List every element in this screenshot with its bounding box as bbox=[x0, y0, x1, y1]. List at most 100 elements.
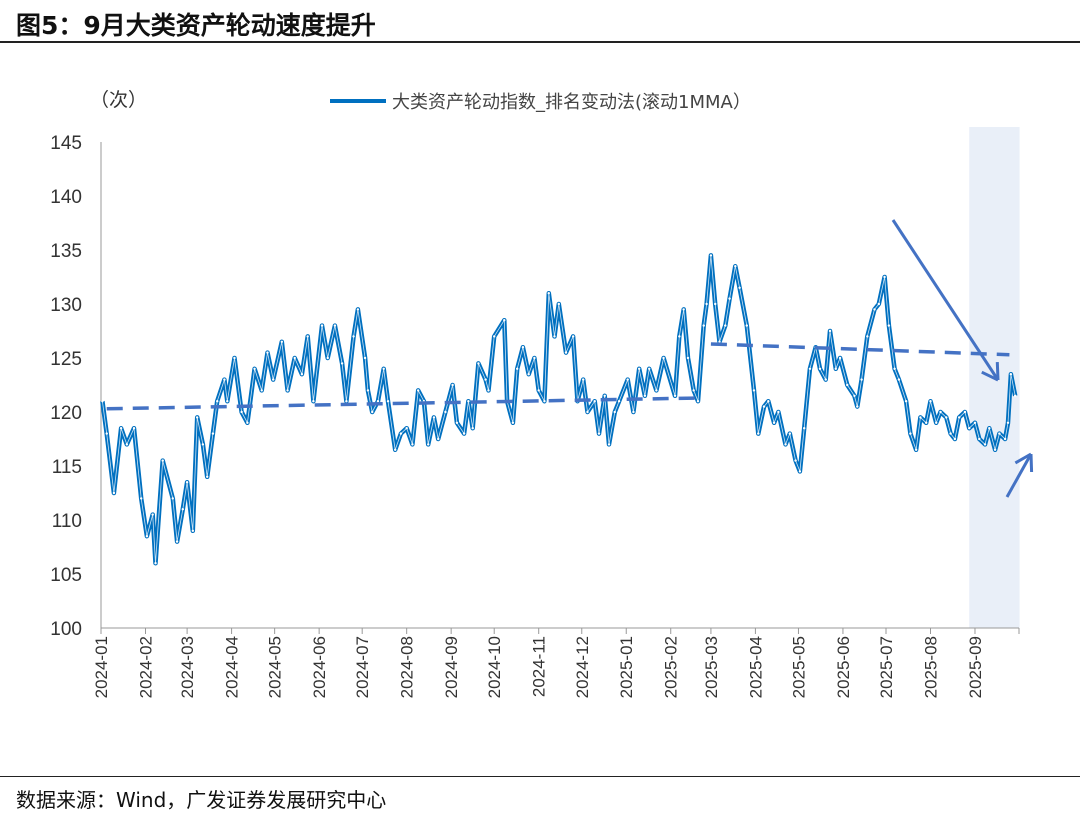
data-point bbox=[455, 421, 459, 424]
series-line bbox=[100, 253, 1018, 566]
data-point bbox=[171, 497, 174, 500]
data-point bbox=[405, 427, 408, 430]
data-point bbox=[312, 400, 315, 403]
data-point bbox=[371, 410, 374, 414]
source-note: 数据来源：Wind，广发证券发展研究中心 bbox=[16, 788, 387, 812]
data-point bbox=[1003, 437, 1007, 441]
data-point bbox=[593, 400, 596, 403]
data-point bbox=[444, 410, 447, 414]
data-point bbox=[988, 427, 991, 430]
x-tick-label: 2025-05 bbox=[789, 636, 808, 698]
data-point bbox=[909, 432, 912, 435]
data-point bbox=[119, 427, 123, 430]
x-tick-label: 2024-06 bbox=[310, 636, 329, 698]
data-point bbox=[897, 378, 901, 381]
data-point bbox=[734, 265, 737, 268]
y-tick-label: 140 bbox=[50, 187, 82, 208]
data-point bbox=[185, 481, 189, 484]
x-tick-label: 2024-11 bbox=[530, 636, 549, 697]
data-point bbox=[386, 400, 390, 403]
x-tick-label: 2024-01 bbox=[92, 636, 111, 698]
data-point bbox=[883, 275, 886, 279]
data-point bbox=[904, 400, 908, 403]
data-point bbox=[246, 421, 249, 424]
x-tick-label: 2025-08 bbox=[921, 636, 940, 698]
data-point bbox=[824, 378, 827, 381]
data-point bbox=[139, 497, 143, 500]
y-tick-label: 110 bbox=[52, 511, 82, 532]
x-tick-label: 2024-10 bbox=[485, 636, 504, 698]
x-tick-label: 2024-09 bbox=[442, 636, 461, 698]
data-point bbox=[692, 389, 695, 392]
data-point bbox=[411, 443, 414, 446]
up-arrow-head bbox=[1029, 453, 1034, 473]
data-point bbox=[352, 335, 355, 338]
legend-label: 大类资产轮动指数_排名变动法(滚动1MMA） bbox=[392, 92, 751, 113]
data-point bbox=[356, 308, 360, 311]
data-point bbox=[306, 335, 309, 338]
data-point bbox=[376, 400, 380, 403]
data-point bbox=[333, 324, 337, 327]
data-point bbox=[416, 389, 420, 392]
data-point bbox=[963, 410, 967, 414]
data-point bbox=[537, 389, 540, 392]
data-point bbox=[503, 319, 506, 322]
y-tick-label: 100 bbox=[50, 619, 82, 640]
data-point bbox=[757, 432, 760, 435]
data-point bbox=[682, 308, 685, 311]
data-point bbox=[853, 394, 856, 397]
data-point bbox=[617, 400, 621, 403]
data-point bbox=[828, 329, 832, 333]
data-point bbox=[767, 400, 770, 403]
data-point bbox=[626, 378, 629, 381]
data-point bbox=[838, 356, 842, 360]
data-point bbox=[945, 416, 948, 419]
data-point bbox=[914, 448, 918, 451]
data-point bbox=[935, 421, 938, 424]
data-point bbox=[382, 367, 385, 370]
data-point bbox=[226, 400, 229, 403]
data-point bbox=[818, 367, 822, 370]
data-point bbox=[521, 346, 525, 349]
data-point bbox=[223, 378, 226, 381]
data-point bbox=[637, 367, 641, 370]
data-point bbox=[686, 356, 690, 360]
data-point bbox=[286, 389, 289, 392]
data-point bbox=[978, 437, 981, 441]
data-point bbox=[724, 324, 727, 327]
data-point bbox=[195, 416, 199, 419]
data-point bbox=[846, 383, 849, 387]
data-point bbox=[662, 356, 665, 360]
data-point bbox=[877, 302, 881, 306]
data-point bbox=[714, 302, 717, 306]
data-point bbox=[201, 443, 205, 446]
trend-line bbox=[710, 342, 1010, 357]
data-point bbox=[718, 340, 721, 343]
data-point bbox=[527, 373, 530, 376]
data-point bbox=[557, 302, 560, 306]
data-point bbox=[834, 367, 837, 370]
x-tick-label: 2024-08 bbox=[398, 636, 417, 698]
data-point bbox=[860, 378, 863, 381]
data-point bbox=[762, 405, 766, 408]
data-point bbox=[1013, 394, 1017, 397]
y-tick-label: 135 bbox=[50, 241, 82, 262]
y-tick-label: 115 bbox=[52, 457, 82, 478]
x-tick-label: 2024-03 bbox=[178, 636, 197, 698]
data-point bbox=[205, 475, 209, 478]
y-tick-label: 120 bbox=[50, 403, 82, 424]
data-point bbox=[655, 389, 658, 392]
data-point bbox=[553, 335, 556, 338]
data-point bbox=[696, 400, 700, 403]
data-point bbox=[216, 400, 219, 403]
data-point bbox=[487, 389, 490, 392]
data-point bbox=[462, 432, 466, 435]
data-point bbox=[673, 394, 677, 397]
data-point bbox=[586, 410, 589, 414]
chart: 100 105 110 115 120 125 130 135 140 145 2024-01 202… bbox=[50, 89, 1034, 698]
data-point bbox=[728, 297, 731, 300]
x-tick-label: 2025-01 bbox=[617, 636, 636, 698]
data-point bbox=[752, 389, 756, 392]
data-point bbox=[709, 254, 713, 257]
x-tick-label: 2025-04 bbox=[746, 636, 765, 698]
